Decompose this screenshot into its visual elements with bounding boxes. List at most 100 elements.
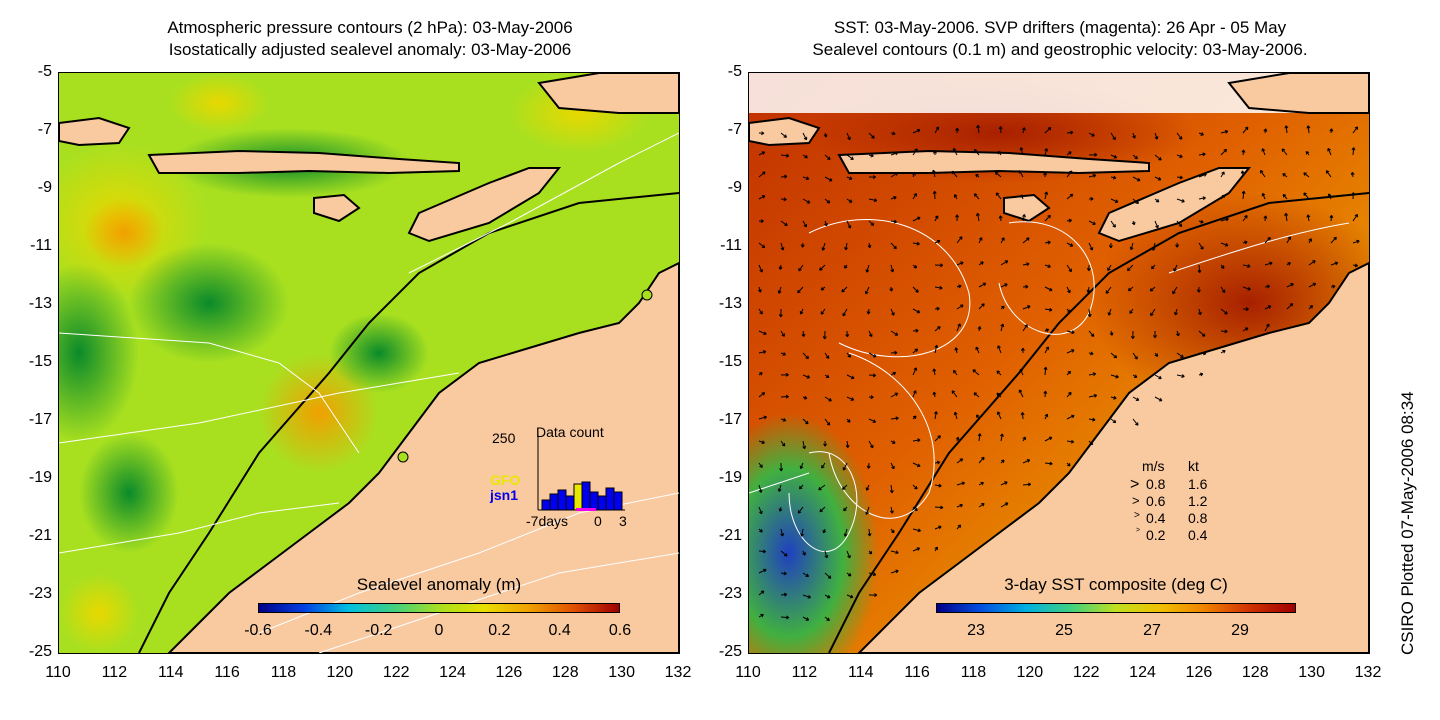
right_panel-colorbar-tick: 23 bbox=[967, 622, 985, 639]
velocity-arrow-icon bbox=[912, 216, 921, 222]
left-map-svg bbox=[59, 73, 679, 653]
velocity-arrow-icon bbox=[1044, 307, 1053, 312]
left_panel-colorbar-tick: 0 bbox=[434, 622, 444, 639]
velocity-arrow-icon bbox=[1220, 349, 1226, 354]
velocity-arrow-icon bbox=[845, 440, 850, 449]
right_panel-ytick: -7 bbox=[727, 121, 742, 138]
left_panel-ytick: -13 bbox=[28, 295, 52, 312]
velocity-arrow-icon bbox=[821, 462, 826, 469]
velocity-arrow-icon bbox=[1242, 327, 1249, 332]
velocity-arrow-icon bbox=[1132, 132, 1136, 139]
velocity-arrow-icon bbox=[1088, 196, 1094, 201]
velocity-arrow-icon bbox=[890, 550, 899, 555]
velocity-arrow-icon bbox=[821, 242, 826, 251]
velocity-arrow-icon bbox=[1176, 175, 1183, 180]
velocity-arrow-icon bbox=[843, 506, 848, 512]
velocity-arrow-icon bbox=[777, 484, 782, 492]
inset-legend-jsn1: jsn1 bbox=[490, 487, 519, 503]
velocity-arrow-icon bbox=[1132, 198, 1140, 204]
left_panel-colorbar-tick: 0.6 bbox=[608, 622, 632, 639]
velocity-arrow-icon bbox=[912, 390, 917, 398]
velocity-arrow-icon bbox=[1151, 242, 1156, 251]
velocity-arrow-icon bbox=[912, 193, 917, 200]
velocity-arrow-icon bbox=[1132, 396, 1140, 401]
velocity-arrow-icon bbox=[1044, 191, 1049, 200]
velocity-arrow-icon bbox=[956, 284, 962, 289]
velocity-arrow-icon bbox=[1066, 218, 1072, 223]
velocity-arrow-icon bbox=[1327, 193, 1332, 200]
velocity-arrow-icon bbox=[996, 370, 1002, 376]
velocity-arrow-icon bbox=[977, 326, 982, 332]
velocity-arrow-icon bbox=[1066, 349, 1075, 354]
velocity-arrow-icon bbox=[890, 219, 897, 224]
vector-legend-arrow-icon: > bbox=[1130, 476, 1140, 493]
velocity-arrow-icon bbox=[1154, 220, 1159, 229]
velocity-arrow-icon bbox=[956, 261, 964, 266]
velocity-arrow-icon bbox=[912, 264, 918, 269]
velocity-arrow-icon bbox=[912, 241, 920, 246]
velocity-arrow-icon bbox=[868, 352, 877, 358]
velocity-arrow-icon bbox=[868, 175, 876, 180]
velocity-arrow-icon bbox=[843, 528, 848, 537]
velocity-arrow-icon bbox=[841, 286, 848, 293]
velocity-arrow-icon bbox=[1110, 175, 1117, 180]
velocity-arrow-icon bbox=[956, 236, 963, 244]
velocity-arrow-icon bbox=[934, 505, 944, 510]
velocity-arrow-icon bbox=[1066, 414, 1075, 420]
velocity-arrow-icon bbox=[1220, 329, 1228, 334]
right-colorbar bbox=[936, 603, 1296, 613]
velocity-arrow-icon bbox=[868, 440, 874, 449]
velocity-arrow-icon bbox=[1132, 374, 1138, 378]
inset-title: Data count bbox=[536, 424, 604, 440]
velocity-arrow-icon bbox=[912, 528, 921, 533]
velocity-arrow-icon bbox=[824, 550, 829, 559]
velocity-arrow-icon bbox=[1263, 215, 1268, 222]
velocity-arrow-icon bbox=[824, 374, 830, 379]
velocity-arrow-icon bbox=[1264, 284, 1271, 289]
right_panel-ytick: -25 bbox=[718, 643, 742, 660]
velocity-arrow-icon bbox=[934, 525, 942, 530]
velocity-arrow-icon bbox=[778, 308, 783, 318]
velocity-arrow-icon bbox=[1127, 286, 1134, 292]
velocity-arrow-icon bbox=[1107, 264, 1112, 271]
velocity-arrow-icon bbox=[912, 438, 921, 443]
velocity-arrow-icon bbox=[802, 418, 809, 425]
velocity-arrow-icon bbox=[978, 503, 985, 508]
velocity-arrow-icon bbox=[1242, 307, 1249, 312]
velocity-arrow-icon bbox=[956, 304, 964, 310]
right_panel-ytick: -9 bbox=[727, 179, 742, 196]
northern-islands-land bbox=[537, 73, 679, 114]
velocity-arrow-icon bbox=[932, 391, 937, 398]
velocity-arrow-icon bbox=[1154, 396, 1163, 402]
velocity-arrow-icon bbox=[1154, 198, 1160, 203]
velocity-arrow-icon bbox=[1022, 237, 1030, 244]
velocity-arrow-icon bbox=[846, 374, 855, 380]
velocity-arrow-icon bbox=[780, 352, 786, 356]
credit-text: CSIRO Plotted 07-May-2006 08:34 bbox=[1398, 391, 1417, 655]
velocity-arrow-icon bbox=[890, 131, 896, 136]
right_panel-xtick: 132 bbox=[1354, 664, 1382, 681]
velocity-arrow-icon bbox=[865, 264, 870, 273]
left-colorbar-title: Sealevel anomaly (m) bbox=[356, 575, 522, 594]
inset-xlabel-left: -7days bbox=[526, 513, 569, 529]
velocity-arrow-icon bbox=[1306, 214, 1311, 222]
velocity-arrow-icon bbox=[846, 594, 854, 599]
velocity-arrow-icon bbox=[818, 484, 826, 491]
right-title-line1: SST: 03-May-2006. SVP drifters (magenta)… bbox=[833, 18, 1287, 37]
velocity-arrow-icon bbox=[1129, 242, 1134, 251]
velocity-arrow-icon bbox=[824, 572, 832, 579]
velocity-arrow-icon bbox=[998, 215, 1003, 222]
velocity-arrow-icon bbox=[934, 263, 944, 268]
velocity-arrow-icon bbox=[1198, 308, 1202, 316]
vector-legend-arrow-icon: > bbox=[1134, 510, 1140, 521]
vector-legend-kt: 1.2 bbox=[1188, 493, 1208, 509]
velocity-arrow-icon bbox=[802, 220, 807, 228]
velocity-arrow-icon bbox=[802, 198, 811, 204]
right-colorbar-title: 3-day SST composite (deg C) bbox=[1004, 575, 1228, 594]
velocity-arrow-icon bbox=[977, 433, 982, 442]
velocity-arrow-icon bbox=[1242, 286, 1251, 291]
velocity-arrow-icon bbox=[758, 350, 767, 354]
right_panel-xtick: 112 bbox=[791, 664, 818, 681]
inset-bar-chart bbox=[537, 434, 625, 511]
velocity-arrow-icon bbox=[780, 242, 785, 251]
